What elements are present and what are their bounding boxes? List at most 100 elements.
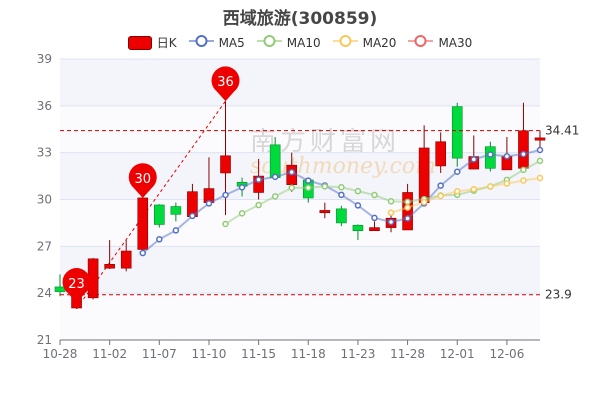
ma-point-ma10: [321, 183, 329, 190]
ma-point-ma20: [404, 204, 411, 211]
ma-line-ma20: [390, 176, 541, 214]
ma-point-ma5: [453, 168, 461, 175]
candle-body: [253, 175, 264, 193]
candle-11-23: [352, 224, 364, 241]
ma-point-ma5: [222, 191, 229, 199]
candle-body: [319, 210, 331, 214]
y-tick-label: 21: [37, 333, 52, 347]
mark-line-label: 23.9: [545, 288, 572, 302]
ma-point-ma10: [536, 157, 544, 165]
ma-point-ma5: [520, 150, 527, 158]
x-tick-label: 11-23: [340, 347, 375, 361]
legend-label: MA30: [438, 35, 473, 50]
legend-item-日k[interactable]: 日K: [127, 34, 177, 51]
legend-label: MA10: [286, 35, 321, 50]
mark-point-pin: 36: [211, 66, 240, 102]
ma-point-ma10: [371, 191, 378, 199]
ma-point-ma20: [420, 198, 428, 206]
ma-point-ma10: [338, 183, 345, 191]
ma-point-ma20: [470, 185, 478, 193]
ma-point-ma5: [404, 215, 411, 222]
candle-11-03: [120, 240, 132, 272]
x-tick-label: 12-06: [489, 347, 524, 361]
y-tick-label: 30: [37, 193, 52, 207]
x-tick-label: 11-07: [142, 347, 177, 361]
ma-point-ma5: [156, 236, 163, 243]
pin-shape: [211, 66, 240, 102]
mark-point-pin: 30: [128, 163, 157, 198]
ma-point-ma10: [288, 184, 295, 192]
line-legend-icon: [188, 34, 214, 51]
candle-legend-icon: [127, 35, 152, 50]
legend-item-ma5[interactable]: MA5: [188, 34, 245, 51]
candle-12-01: [451, 102, 463, 167]
line-legend-icon: [408, 34, 434, 51]
ma-point-ma5: [371, 214, 378, 222]
ma-point-ma10: [238, 210, 246, 217]
ma-point-ma5: [338, 191, 345, 199]
candle-11-22: [336, 205, 347, 227]
candle-body: [402, 192, 413, 231]
legend-item-ma30[interactable]: MA30: [408, 34, 472, 51]
candle-body: [518, 130, 529, 169]
legend-item-ma20[interactable]: MA20: [332, 34, 397, 51]
candle-body: [54, 286, 66, 292]
split-area: [60, 59, 540, 106]
candle-body: [269, 144, 281, 178]
candle-body: [120, 250, 132, 269]
ma-point-ma5: [503, 153, 511, 160]
y-tick-label: 24: [37, 286, 52, 300]
candle-body: [451, 106, 463, 159]
candle-body: [534, 137, 546, 141]
ma-point-ma5: [255, 176, 262, 183]
candle-11-24: [369, 221, 380, 232]
y-tick-label: 36: [37, 99, 52, 113]
ma-point-ma20: [503, 180, 511, 187]
mark-point-label: 30: [134, 172, 151, 187]
ma-point-ma10: [404, 198, 411, 206]
split-area: [60, 246, 540, 294]
x-tick-label: 12-01: [440, 347, 475, 361]
legend: 日K MA5 MA10 MA20 MA30: [0, 34, 600, 51]
candle-body: [220, 155, 231, 174]
candle-body: [137, 197, 149, 250]
split-area: [60, 199, 540, 247]
ma-point-ma5: [536, 146, 544, 154]
x-tick-label: 11-18: [291, 347, 326, 361]
ma-point-ma5: [470, 156, 478, 163]
ma-point-ma10: [222, 220, 229, 228]
mark-point-label: 23: [68, 277, 85, 292]
ma-point-ma10: [387, 198, 395, 205]
mark-point-label: 36: [217, 75, 234, 90]
ma-point-ma5: [305, 177, 312, 184]
legend-label: 日K: [156, 36, 177, 50]
ma-point-ma20: [536, 174, 544, 182]
ma-point-ma5: [238, 184, 246, 191]
ma-point-ma10: [520, 166, 527, 174]
y-tick-label: 33: [37, 146, 52, 160]
candle-body: [435, 141, 446, 167]
y-tick-label: 39: [37, 52, 52, 66]
ma-point-ma10: [354, 187, 362, 195]
pin-shape: [128, 163, 157, 198]
candle-body: [418, 147, 430, 203]
ma-point-ma5: [172, 227, 180, 234]
legend-label: MA5: [218, 35, 245, 50]
ma-point-ma5: [271, 173, 279, 181]
ma-point-ma5: [387, 218, 395, 226]
ma-point-ma5: [437, 182, 444, 189]
ma-point-ma20: [453, 188, 461, 195]
legend-item-ma10[interactable]: MA10: [256, 34, 321, 51]
ma-point-ma10: [305, 184, 312, 192]
candle-11-02: [104, 240, 115, 269]
line-legend-icon: [332, 34, 358, 51]
ma-point-ma20: [387, 209, 395, 216]
candle-body: [352, 224, 364, 232]
candle-11-07: [154, 204, 165, 228]
pin-shape: [62, 268, 91, 303]
trend-line: [76, 100, 226, 310]
candle-body: [104, 263, 115, 269]
y-tick-label: 27: [37, 239, 52, 253]
legend-label: MA20: [362, 35, 397, 50]
